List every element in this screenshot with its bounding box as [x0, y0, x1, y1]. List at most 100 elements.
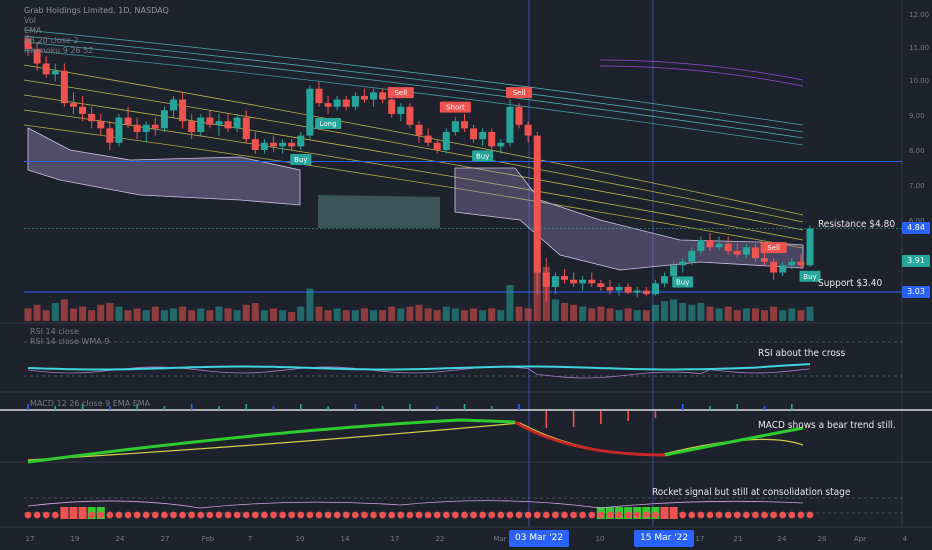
volume-bar: [433, 310, 441, 321]
momentum-dot: [524, 511, 532, 519]
candle-body: [606, 286, 614, 291]
momentum-dot: [251, 511, 259, 519]
candle-body: [570, 279, 578, 284]
volume-bar: [33, 304, 41, 321]
volume-bar: [51, 303, 59, 321]
y-axis-tick-label: 8.00: [909, 147, 925, 155]
volume-bar: [388, 306, 396, 321]
candle-body: [97, 121, 105, 129]
rsi-legend-line-1: RSI 14 close: [30, 327, 79, 336]
momentum-dot: [442, 511, 450, 519]
rsi-line: [27, 363, 811, 371]
volume-bar: [606, 308, 614, 321]
legend-line-3: BB 20 close 2: [24, 36, 79, 45]
candle-body: [51, 70, 59, 75]
x-axis-tick-label: 22: [436, 535, 445, 543]
volume-bar: [351, 310, 359, 321]
candle-body: [460, 121, 468, 129]
candle-body: [479, 131, 487, 140]
momentum-dot: [715, 511, 723, 519]
candle-body: [33, 49, 41, 64]
volume-bar: [761, 310, 769, 321]
candle-body: [360, 95, 368, 100]
symbol-title[interactable]: Grab Holdings Limited, 1D, NASDAQ: [24, 6, 169, 15]
x-axis-tick-label: 10: [596, 535, 605, 543]
volume-bar: [442, 306, 450, 321]
volume-bar: [697, 303, 705, 321]
signal-label: Sell: [513, 89, 526, 97]
volume-bar: [324, 310, 332, 321]
volume-bar: [588, 308, 596, 321]
ema-line: [599, 65, 804, 87]
momentum-dot: [551, 511, 559, 519]
volume-bar: [688, 304, 696, 321]
signal-label-bg: [799, 270, 821, 282]
macd-signal-line: [27, 422, 804, 461]
momentum-dot: [424, 511, 432, 519]
momentum-dot: [124, 511, 132, 519]
volume-bar: [670, 299, 678, 321]
candle-body: [279, 142, 287, 147]
volume-bar: [270, 308, 278, 321]
candle-body: [60, 70, 68, 104]
volume-bar: [615, 310, 623, 321]
candle-body: [770, 261, 778, 273]
candle-body: [160, 110, 168, 129]
candle-body: [497, 142, 505, 147]
candle-body: [370, 92, 378, 100]
candle-body: [588, 279, 596, 284]
macd-hist-bar: [463, 404, 466, 410]
candle-body: [751, 247, 759, 259]
volume-bar: [215, 306, 223, 321]
momentum-dot: [761, 511, 768, 519]
momentum-dot: [615, 511, 623, 519]
candle-body: [88, 113, 96, 122]
signal-label: Buy: [803, 273, 816, 281]
momentum-dot: [197, 511, 205, 519]
legend-line-2: EMA: [24, 26, 42, 35]
candle-body: [151, 124, 159, 129]
x-axis-tick-label: 24: [116, 535, 125, 543]
signal-label-bg: [672, 276, 694, 288]
volume-bar: [679, 303, 687, 321]
candle-body: [197, 117, 205, 132]
momentum-dot: [788, 511, 796, 519]
candle-body: [524, 124, 532, 136]
volume-bar: [197, 308, 205, 321]
signal-label-bg: [472, 150, 494, 162]
x-axis-tick-label: 7: [248, 535, 252, 543]
momentum-dot: [597, 511, 605, 519]
candle-body: [742, 247, 750, 255]
candle-body: [642, 290, 650, 295]
momentum-dot: [115, 511, 123, 519]
candle-body: [324, 103, 332, 107]
candle-body: [288, 142, 296, 147]
macd-hist-bar: [545, 411, 548, 428]
candle-body: [761, 258, 769, 262]
ema-line: [599, 59, 804, 81]
volume-bar: [733, 310, 741, 321]
date-tag-2: 15 Mar '22: [634, 530, 695, 547]
macd-hist-bar: [381, 406, 384, 410]
momentum-dot: [624, 511, 632, 519]
candle-body: [115, 117, 123, 143]
y-axis-tick-label: 11.00: [909, 44, 929, 52]
volume-bar: [397, 308, 405, 321]
momentum-dot: [370, 511, 377, 519]
candle-body: [351, 95, 359, 107]
signal-label-bg: [315, 117, 342, 129]
momentum-dot: [433, 511, 441, 519]
momentum-dot: [270, 511, 277, 519]
ema-line: [23, 79, 804, 223]
y-axis-tick-label: 12.00: [909, 11, 929, 19]
volume-bar: [24, 308, 32, 321]
candle-body: [433, 142, 441, 150]
candle-body: [297, 135, 305, 147]
macd-line-up: [27, 418, 516, 464]
macd-hist-bar: [681, 404, 684, 410]
momentum-dot: [297, 511, 305, 519]
signal-label-bg: [439, 101, 471, 113]
momentum-dot: [542, 511, 550, 519]
momentum-dot: [315, 511, 323, 519]
